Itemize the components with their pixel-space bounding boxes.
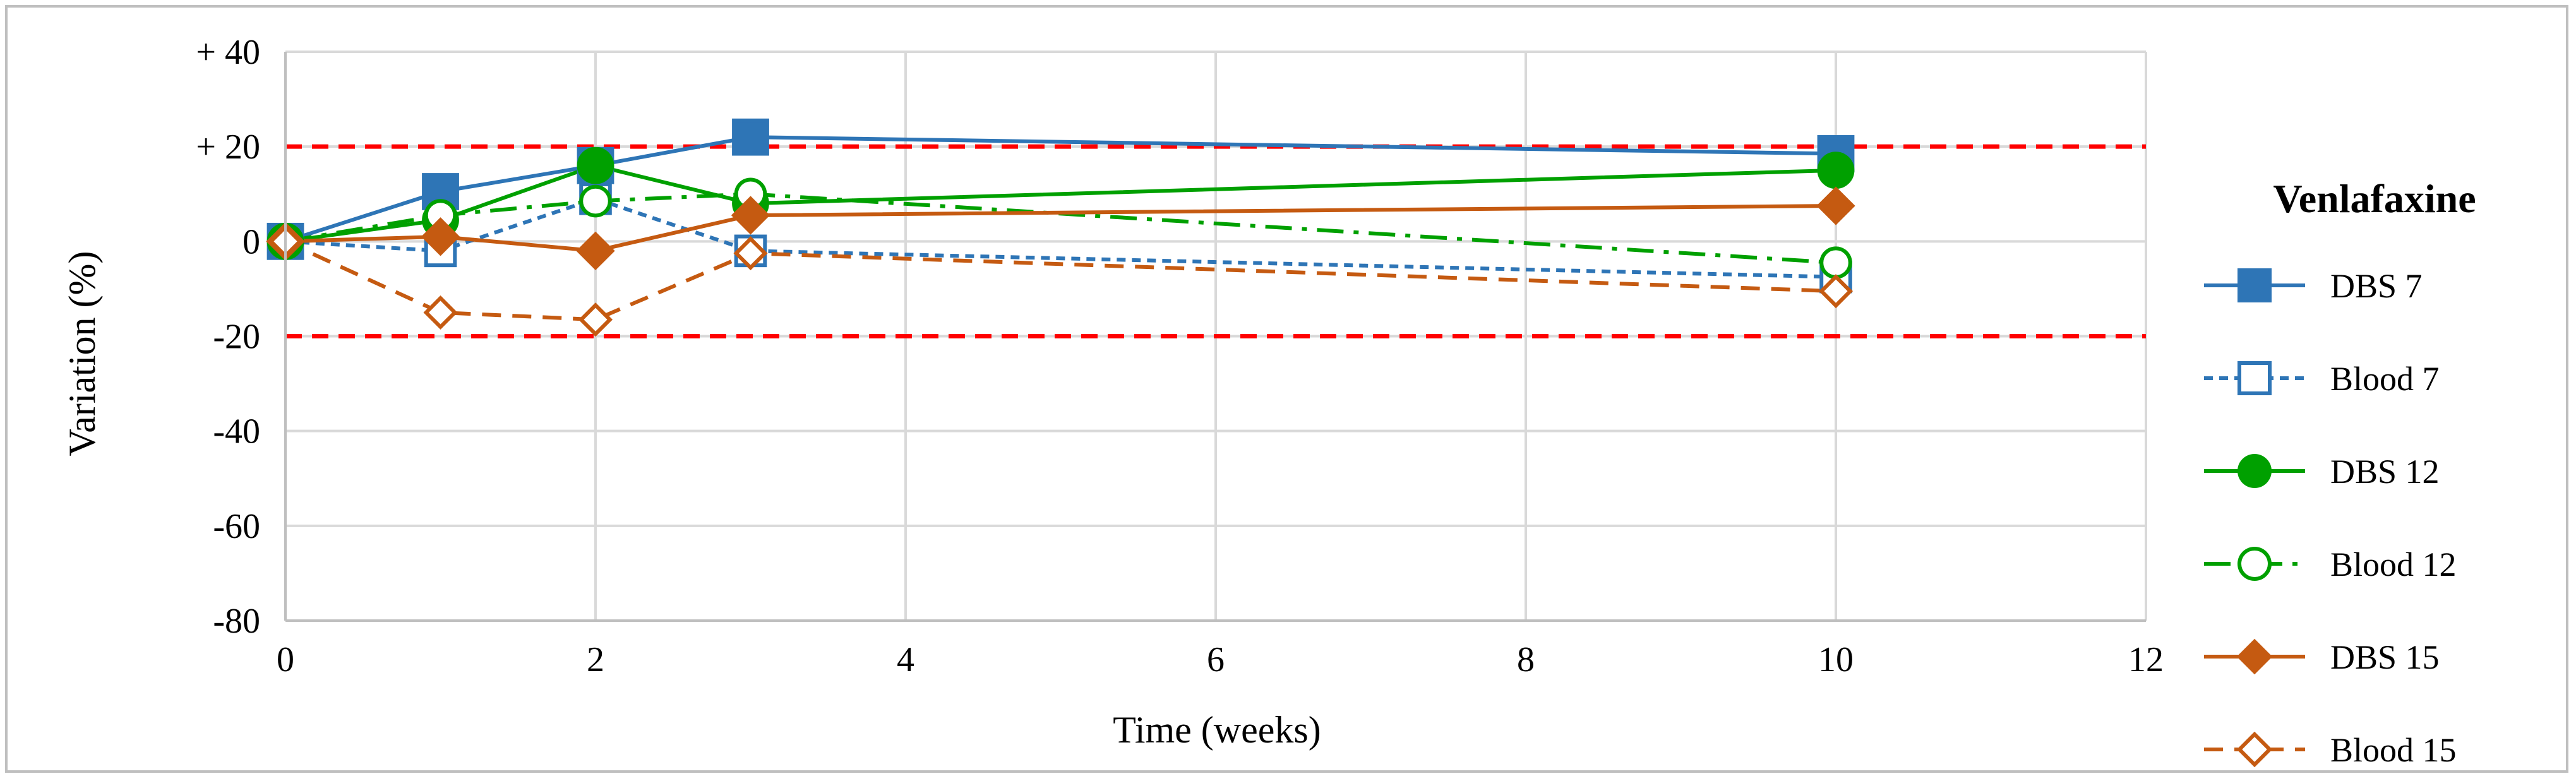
y-tick-label: -20	[213, 318, 260, 357]
y-tick-label: -80	[213, 602, 260, 641]
y-axis-title: Variation (%)	[61, 251, 103, 456]
legend-label: Blood 15	[2330, 731, 2457, 769]
x-axis-title: Time (weeks)	[1113, 709, 1321, 751]
y-tick-label: -60	[213, 507, 260, 546]
legend-marker	[2236, 638, 2273, 675]
legend-label: DBS 12	[2330, 453, 2440, 491]
x-tick-label: 6	[1207, 640, 1225, 679]
y-tick-label: + 40	[196, 33, 260, 72]
legend-marker	[2238, 361, 2272, 395]
data-point	[577, 146, 614, 184]
x-tick-label: 8	[1517, 640, 1535, 679]
data-point	[731, 196, 770, 235]
data-point	[1817, 152, 1855, 189]
legend-marker	[2236, 731, 2273, 768]
data-point	[576, 231, 615, 270]
data-point	[1816, 186, 1855, 225]
x-tick-label: 2	[587, 640, 604, 679]
chart-frame	[5, 5, 2568, 773]
legend-marker	[2238, 268, 2272, 302]
x-tick-label: 4	[897, 640, 914, 679]
x-tick-label: 0	[277, 640, 294, 679]
legend-label: Blood 12	[2330, 546, 2457, 583]
data-point	[733, 236, 768, 271]
legend-label: DBS 7	[2330, 267, 2423, 305]
data-point	[423, 295, 458, 330]
legend-marker	[2238, 454, 2272, 488]
data-point	[1819, 246, 1852, 279]
legend-label: DBS 15	[2330, 638, 2440, 676]
data-point	[578, 302, 613, 337]
y-tick-label: + 20	[196, 128, 260, 167]
legend-title: Venlafaxine	[2273, 176, 2476, 221]
data-point	[732, 118, 769, 156]
legend-label: Blood 7	[2330, 360, 2440, 398]
series-layer	[266, 118, 1855, 337]
y-tick-label: 0	[243, 222, 260, 261]
axis-layer: 0 2 4 6 8 10 12 + 40 + 20 0 -20 -40 -60 -80	[196, 33, 2164, 679]
data-point	[579, 184, 612, 218]
series-line	[284, 239, 1836, 322]
legend: Venlafaxine DBS 7 Blood 7 DBS 12 Blood 12 DB…	[2204, 176, 2476, 769]
legend-marker	[2238, 547, 2272, 581]
y-tick-label: -40	[213, 412, 260, 451]
x-tick-label: 10	[1818, 640, 1854, 679]
data-point	[421, 217, 460, 256]
x-tick-label: 12	[2128, 640, 2164, 679]
data-point	[1818, 274, 1854, 309]
